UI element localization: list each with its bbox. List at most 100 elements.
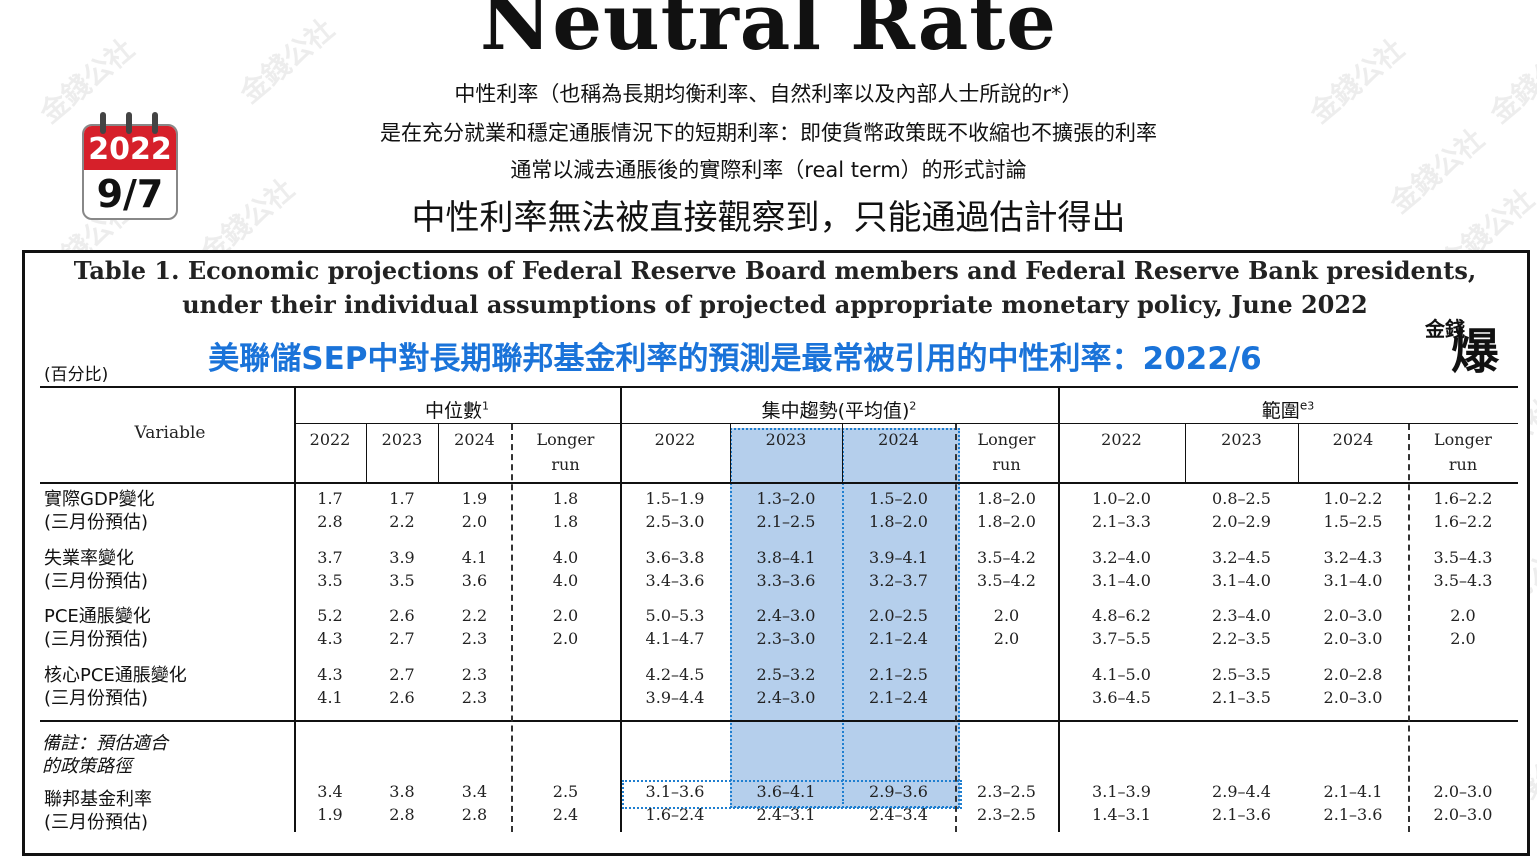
note-rule (40, 720, 1518, 722)
table-cell: 2.0 (461, 512, 488, 531)
group-superscript: 2 (909, 399, 917, 413)
table-cell: 1.5–1.9 (645, 489, 705, 508)
table-cell: 2.1–3.3 (1092, 512, 1151, 531)
fed-cell: 1.6–2.4 (645, 805, 705, 824)
group-label: 集中趨勢(平均值) (761, 400, 910, 422)
table-cell: 3.9–4.1 (869, 548, 928, 567)
fed-cell: 2.1–4.1 (1323, 782, 1383, 801)
table-cell: 2.0 (1450, 606, 1476, 625)
table-cell: 2.4–3.0 (756, 688, 816, 707)
table-cell: 2.3 (461, 665, 488, 684)
table-cell: 3.5 (317, 571, 343, 590)
table-cell: 3.5–4.2 (977, 548, 1036, 567)
column-subheader: run (992, 455, 1021, 474)
table-cell: 3.2–4.3 (1323, 548, 1383, 567)
table-cell: 1.8–2.0 (869, 512, 928, 531)
table-cell: 2.0–2.8 (1323, 665, 1383, 684)
calendar-body: 2022 9/7 (82, 124, 178, 220)
table-cell: 2.2 (461, 606, 488, 625)
table-cell: 3.5–4.3 (1433, 571, 1493, 590)
table-cell: 4.3 (317, 629, 343, 648)
group-separator (294, 386, 296, 832)
table-caption-line-1: Table 1. Economic projections of Federal… (73, 256, 1477, 285)
fed-cell: 2.4–3.1 (756, 805, 816, 824)
table-cell: 2.6 (389, 688, 415, 707)
fed-cell: 2.1–3.6 (1323, 805, 1383, 824)
table-cell: 2.0 (552, 606, 579, 625)
table-cell: 2.2–3.5 (1212, 629, 1271, 648)
table-cell: 2.4–3.0 (756, 606, 816, 625)
fed-cell: 2.4–3.4 (869, 805, 928, 824)
group-prefix: e (1299, 398, 1308, 413)
fed-cell: 2.4 (552, 805, 579, 824)
table-cell: 2.6 (389, 606, 415, 625)
column-header: 2023 (1221, 430, 1262, 449)
highlight-divider (842, 428, 844, 804)
fed-cell: 2.0–3.0 (1433, 805, 1493, 824)
fed-cell: 2.8 (389, 805, 415, 824)
group-label: 範圍 (1261, 400, 1300, 422)
table-cell: 3.2–4.5 (1212, 548, 1271, 567)
group-superscript: 1 (482, 399, 489, 413)
table-cell: 2.0–2.9 (1212, 512, 1271, 531)
table-cell: 2.1–2.4 (869, 629, 928, 648)
table-caption-line-2: under their individual assumptions of pr… (182, 290, 1368, 319)
table-cell: 4.1 (317, 688, 343, 707)
table-cell: 3.1–4.0 (1323, 571, 1383, 590)
fed-cell: 1.4–3.1 (1092, 805, 1151, 824)
table-cell: 3.7 (317, 548, 343, 567)
table-cell: 4.0 (552, 571, 579, 590)
fed-cell: 2.8 (461, 805, 488, 824)
table-cell: 3.5–4.2 (977, 571, 1036, 590)
table-cell: 2.3 (461, 688, 488, 707)
table-cell: 3.2–4.0 (1092, 548, 1151, 567)
highlight-fed-row (622, 780, 962, 809)
calendar-ring (152, 112, 158, 134)
table-cell: 1.8 (552, 512, 579, 531)
table-cell: 3.4–3.6 (645, 571, 705, 590)
table-cell: 2.5–3.5 (1212, 665, 1271, 684)
group-separator (1058, 386, 1060, 832)
group-header: 中位數1 (294, 396, 620, 423)
calendar-icon: 2022 9/7 (82, 112, 178, 220)
table-cell: 4.1–4.7 (645, 629, 705, 648)
row-sublabel: (三月份預估) (44, 512, 149, 533)
policy-note: 的政策路徑 (42, 756, 132, 777)
table-cell: 2.0 (993, 606, 1020, 625)
fed-row-label: 聯邦基金利率 (44, 789, 152, 810)
fed-row-sublabel: (三月份預估) (44, 812, 149, 833)
table-cell: 4.8–6.2 (1092, 606, 1151, 625)
table-cell: 1.8 (552, 489, 579, 508)
table-cell: 4.3 (317, 665, 343, 684)
table-cell: 2.3–3.0 (756, 629, 816, 648)
table-cell: 3.8–4.1 (756, 548, 816, 567)
brand-logo: 金錢 爆 (1425, 318, 1515, 380)
column-subheader: run (1448, 455, 1478, 474)
table-cell: 4.1–5.0 (1092, 665, 1151, 684)
table-cell: 2.1–2.5 (869, 665, 928, 684)
fed-cell: 3.4 (317, 782, 343, 801)
table-cell: 3.6–4.5 (1092, 688, 1151, 707)
column-separator (438, 424, 439, 482)
table-cell: 3.9–4.4 (645, 688, 705, 707)
row-label: 核心PCE通脹變化 (44, 665, 187, 686)
fed-cell: 2.3–2.5 (977, 805, 1036, 824)
fed-cell: 1.9 (317, 805, 343, 824)
table-cell: 3.6–3.8 (645, 548, 705, 567)
highlight-caption: 美聯儲SEP中對長期聯邦基金利率的預測是最常被引用的中性利率：2022/6 (208, 341, 1262, 377)
table-cell: 3.5 (389, 571, 415, 590)
subtitle-line-3: 通常以減去通脹後的實際利率（real term）的形式討論 (510, 158, 1027, 182)
table-cell: 1.8–2.0 (977, 512, 1036, 531)
fed-cell: 2.0–3.0 (1433, 782, 1493, 801)
column-header: 2022 (309, 430, 351, 449)
longer-run-separator (1408, 424, 1410, 832)
column-separator (842, 424, 843, 482)
table-cell: 1.7 (389, 489, 415, 508)
highlight-columns (730, 428, 960, 808)
table-cell: 3.5–4.3 (1433, 548, 1493, 567)
table-cell: 4.1 (461, 548, 488, 567)
column-header: Longer (977, 430, 1036, 449)
fed-cell: 3.4 (461, 782, 488, 801)
group-header: 範圍e3 (1058, 396, 1518, 423)
column-header: 2024 (454, 430, 495, 449)
